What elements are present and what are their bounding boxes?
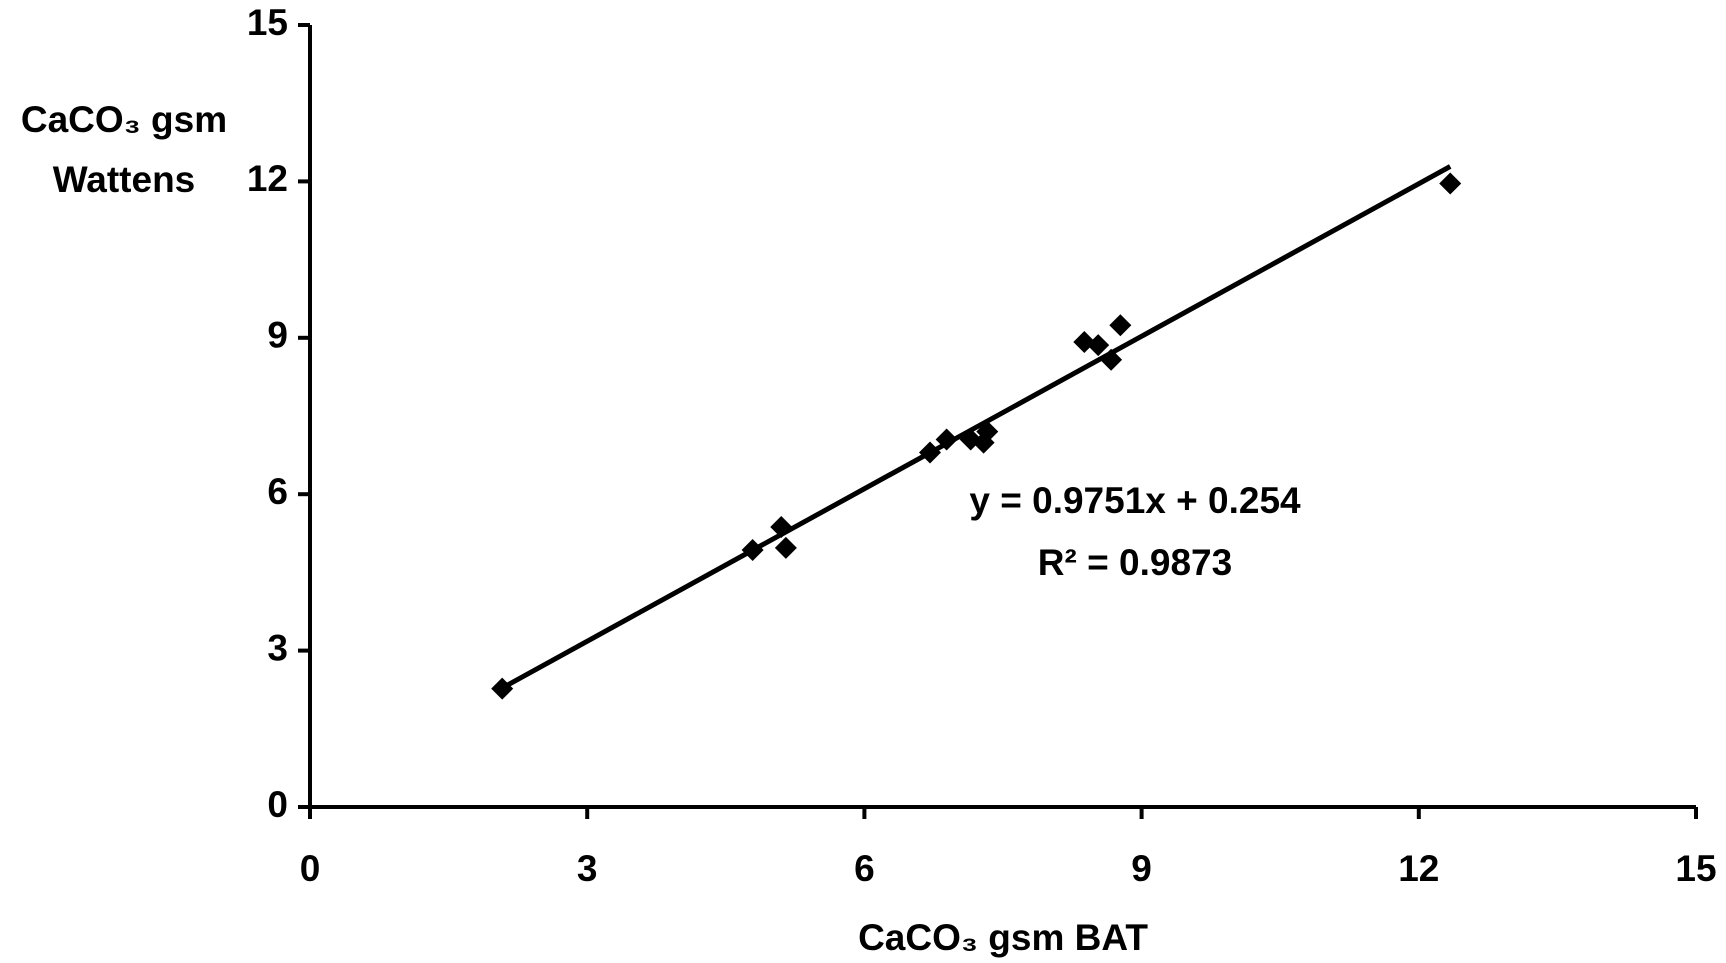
y-axis-label: Wattens [53,159,196,200]
y-tick-label: 15 [247,2,288,43]
y-axis-label: CaCO₃ gsm [21,99,227,140]
data-point [741,538,764,561]
y-tick-label: 9 [267,315,288,356]
y-tick-label: 12 [247,158,288,199]
x-tick-label: 6 [854,848,875,889]
data-point [919,441,942,464]
trendline [500,164,1452,691]
data-point [774,536,797,559]
data-point [976,420,999,443]
data-point [1439,172,1462,195]
x-tick-label: 12 [1398,848,1439,889]
y-tick-label: 0 [267,784,288,825]
y-tick-label: 6 [267,471,288,512]
x-axis-label: CaCO₃ gsm BAT [858,917,1148,958]
data-point [770,516,793,539]
data-point [1100,348,1123,371]
data-point [491,677,514,700]
x-tick-label: 3 [577,848,598,889]
trendline-equation: y = 0.9751x + 0.254 [969,480,1301,521]
x-tick-label: 9 [1131,848,1152,889]
r-squared: R² = 0.9873 [1038,542,1232,583]
x-tick-label: 15 [1675,848,1716,889]
x-tick-label: 0 [300,848,321,889]
y-tick-label: 3 [267,627,288,668]
data-point [935,428,958,451]
data-point [1109,314,1132,337]
data-point [1087,334,1110,357]
